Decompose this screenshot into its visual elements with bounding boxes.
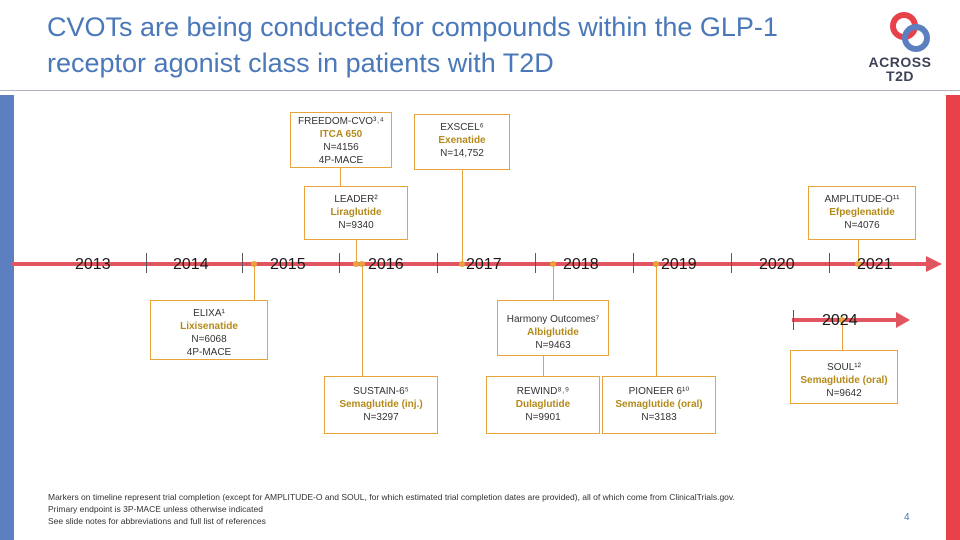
trial-name: SUSTAIN-6⁵: [353, 386, 409, 397]
year-separator: [535, 253, 536, 273]
year-separator: [829, 253, 830, 273]
right-accent-bar: [946, 95, 960, 540]
year-separator: [339, 253, 340, 273]
trial-box-sustain: SUSTAIN-6⁵ Semaglutide (inj.) N=3297: [324, 376, 438, 434]
slide-title: CVOTs are being conducted for compounds …: [47, 12, 778, 78]
timeline-axis: [12, 262, 930, 266]
year-separator: [731, 253, 732, 273]
year-label: 2021: [857, 256, 893, 273]
footnote-line-2: Primary endpoint is 3P-MACE unless other…: [48, 504, 263, 514]
trial-drug: Semaglutide (inj.): [339, 399, 423, 410]
footnote-line-1: Markers on timeline represent trial comp…: [48, 492, 735, 502]
extended-timeline-axis: [792, 318, 900, 322]
marker-sustain: [359, 261, 365, 267]
trial-name: REWIND⁸˒⁹: [516, 386, 570, 397]
trial-drug: Semaglutide (oral): [800, 375, 888, 386]
trial-drug: Efpeglenatide: [829, 207, 895, 218]
marker-soul: [839, 317, 845, 323]
trial-n: N=3297: [363, 412, 399, 423]
marker-harmony: [550, 261, 556, 267]
year-label: 2019: [661, 256, 697, 273]
year-separator: [437, 253, 438, 273]
marker-amplitude: [855, 261, 861, 267]
trial-endpoint: 4P-MACE: [318, 155, 364, 166]
trial-n: N=3183: [641, 412, 677, 423]
trial-n: N=4076: [844, 220, 880, 231]
trial-name: LEADER²: [334, 194, 378, 205]
trial-drug: Albiglutide: [527, 327, 579, 338]
trial-n: N=9901: [525, 412, 561, 423]
trial-box-elixa: ELIXA¹ Lixisenatide N=6068 4P-MACE: [150, 300, 268, 360]
year-label: 2017: [466, 256, 502, 273]
trial-box-leader: LEADER² Liraglutide N=9340: [304, 186, 408, 240]
logo-line-2: T2D: [886, 68, 914, 84]
year-separator-2024: [793, 310, 794, 330]
connector-elixa: [254, 264, 255, 300]
across-t2d-logo-icon: [890, 12, 930, 52]
logo-wordmark: ACROSS T2D: [858, 55, 942, 83]
logo-line-1: ACROSS: [868, 54, 932, 70]
connector-sustain: [362, 264, 363, 376]
trial-name: Harmony Outcomes⁷: [506, 314, 600, 325]
connector-freedom: [340, 165, 341, 195]
marker-pioneer: [653, 261, 659, 267]
trial-drug: Liraglutide: [330, 207, 382, 218]
trial-endpoint: 4P-MACE: [186, 347, 232, 358]
footnote-line-3: See slide notes for abbreviations and fu…: [48, 516, 266, 526]
year-label: 2020: [759, 256, 795, 273]
title-divider: [0, 90, 960, 91]
trial-n: N=4156: [323, 142, 359, 153]
connector-soul: [842, 320, 843, 350]
year-label: 2015: [270, 256, 306, 273]
trial-box-rewind: REWIND⁸˒⁹ Dulaglutide N=9901: [486, 376, 600, 434]
connector-pioneer: [656, 264, 657, 376]
marker-elixa: [251, 261, 257, 267]
marker-exscel: [459, 261, 465, 267]
trial-n: N=9340: [338, 220, 374, 231]
trial-name: FREEDOM-CVO³˒⁴: [298, 116, 384, 127]
trial-n: N=14,752: [440, 148, 484, 159]
trial-n: N=6068: [191, 334, 227, 345]
connector-amplitude: [858, 240, 859, 265]
year-separator: [146, 253, 147, 273]
left-accent-bar: [0, 95, 14, 540]
trial-name: EXSCEL⁶: [440, 122, 484, 133]
trial-box-pioneer: PIONEER 6¹⁰ Semaglutide (oral) N=3183: [602, 376, 716, 434]
year-separator: [633, 253, 634, 273]
connector-harmony: [553, 264, 554, 300]
trial-drug: Semaglutide (oral): [615, 399, 703, 410]
connector-leader: [356, 240, 357, 265]
trial-box-exscel: EXSCEL⁶ Exenatide N=14,752: [414, 114, 510, 170]
year-label: 2014: [173, 256, 209, 273]
year-separator: [242, 253, 243, 273]
trial-box-harmony: Harmony Outcomes⁷ Albiglutide N=9463: [497, 300, 609, 356]
year-label-2024: 2024: [822, 312, 858, 329]
trial-box-amplitude: AMPLITUDE-O¹¹ Efpeglenatide N=4076: [808, 186, 916, 240]
year-label: 2018: [563, 256, 599, 273]
marker-leader: [353, 261, 359, 267]
year-label: 2016: [368, 256, 404, 273]
trial-drug: Lixisenatide: [180, 321, 238, 332]
connector-exscel: [462, 170, 463, 265]
trial-drug: ITCA 650: [319, 129, 363, 140]
timeline-arrowhead: [926, 256, 942, 272]
trial-n: N=9463: [535, 340, 571, 351]
year-label: 2013: [75, 256, 111, 273]
trial-name: SOUL¹²: [827, 362, 861, 373]
trial-box-soul: SOUL¹² Semaglutide (oral) N=9642: [790, 350, 898, 404]
footnote: Markers on timeline represent trial comp…: [48, 491, 908, 527]
trial-n: N=9642: [826, 388, 862, 399]
extended-timeline-arrowhead: [896, 312, 910, 328]
trial-name: ELIXA¹: [193, 308, 225, 319]
trial-drug: Exenatide: [438, 135, 486, 146]
page-number: 4: [904, 512, 910, 523]
trial-box-freedom: FREEDOM-CVO³˒⁴ ITCA 650 N=4156 4P-MACE: [290, 112, 392, 168]
trial-name: AMPLITUDE-O¹¹: [824, 194, 900, 205]
trial-drug: Dulaglutide: [515, 399, 571, 410]
trial-name: PIONEER 6¹⁰: [628, 386, 690, 397]
